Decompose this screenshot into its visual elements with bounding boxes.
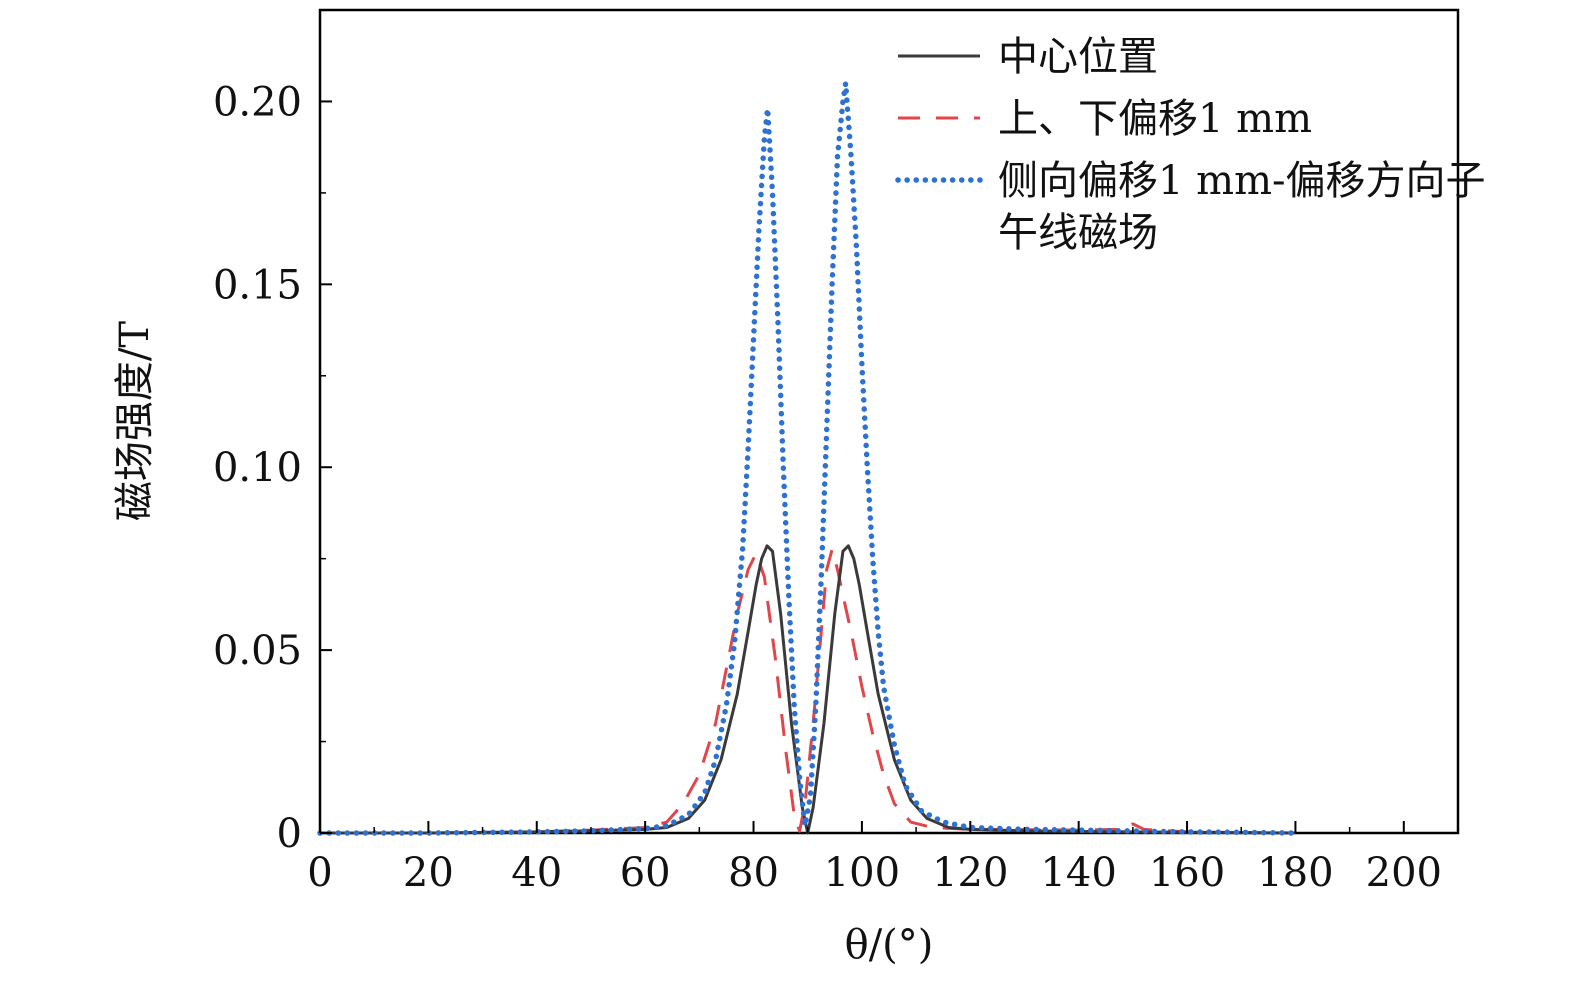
legend-label-1: 中心位置 [998,34,1158,80]
ticks-layer: 0 20 40 60 80 100 120 140 160 180 200 0 0.05 0.10 0.15… [213,9,1442,896]
x-tick-label: 0 [307,850,332,896]
legend-label-3: 侧向偏移1 mm-偏移方向子午线磁场 [998,158,1486,256]
x-tick-label: 160 [1149,850,1225,896]
x-tick-label: 80 [728,850,779,896]
y-axis-label: 磁场强度/T [112,321,158,521]
x-tick-label: 20 [403,850,454,896]
plot-frame [318,8,1460,835]
y-tick-label: 0.20 [213,79,302,125]
x-tick-label: 120 [932,850,1008,896]
series-line-3 [317,80,1299,836]
x-tick-label: 60 [620,850,671,896]
x-axis-label: θ/(°) [845,922,934,968]
legend-label-2: 上、下偏移1 mm [998,96,1312,142]
y-tick-label: 0.10 [213,445,302,491]
x-tick-label: 100 [824,850,900,896]
x-tick-label: 40 [511,850,562,896]
x-tick-label: 200 [1366,850,1442,896]
x-tick-label: 140 [1040,850,1116,896]
y-tick-label: 0.05 [213,628,302,674]
x-tick-label: 180 [1257,850,1333,896]
y-tick-label: 0 [277,811,302,857]
y-tick-label: 0.15 [213,262,302,308]
series-line-2 [320,548,1296,835]
